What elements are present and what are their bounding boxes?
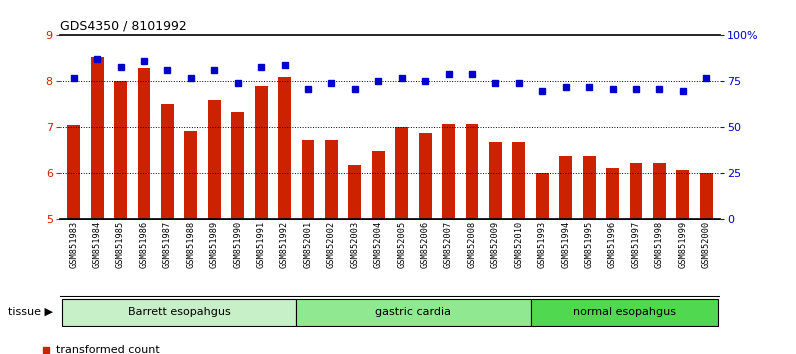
- Text: gastric cardia: gastric cardia: [376, 307, 451, 317]
- Bar: [601, 219, 624, 297]
- Bar: [419, 133, 431, 219]
- Bar: [161, 104, 174, 219]
- Bar: [114, 81, 127, 219]
- Bar: [68, 125, 80, 219]
- Text: GSM852001: GSM852001: [303, 221, 313, 268]
- Bar: [62, 219, 85, 297]
- Bar: [367, 219, 390, 297]
- Bar: [577, 219, 601, 297]
- Text: GSM851999: GSM851999: [678, 221, 688, 268]
- Text: GSM851997: GSM851997: [631, 221, 641, 268]
- Text: transformed count: transformed count: [56, 346, 159, 354]
- Text: GSM851983: GSM851983: [69, 221, 78, 268]
- Bar: [700, 173, 712, 219]
- Bar: [203, 219, 226, 297]
- Text: GSM852007: GSM852007: [444, 221, 453, 268]
- Text: GSM851998: GSM851998: [655, 221, 664, 268]
- Bar: [396, 127, 408, 219]
- Text: GSM852003: GSM852003: [350, 221, 360, 268]
- Bar: [208, 100, 220, 219]
- Bar: [325, 140, 338, 219]
- Text: GSM852006: GSM852006: [420, 221, 430, 268]
- Bar: [513, 142, 525, 219]
- Bar: [484, 219, 507, 297]
- Text: GSM851989: GSM851989: [210, 221, 219, 268]
- Bar: [255, 86, 267, 219]
- Bar: [349, 165, 361, 219]
- Bar: [249, 219, 273, 297]
- Bar: [466, 124, 478, 219]
- Text: GSM851996: GSM851996: [608, 221, 617, 268]
- Bar: [648, 219, 671, 297]
- Bar: [536, 172, 548, 219]
- Bar: [437, 219, 460, 297]
- Text: GSM852009: GSM852009: [491, 221, 500, 268]
- Bar: [185, 131, 197, 219]
- Bar: [531, 219, 554, 297]
- Text: GSM851994: GSM851994: [561, 221, 570, 268]
- Bar: [273, 219, 296, 297]
- Bar: [624, 219, 648, 297]
- Bar: [296, 219, 320, 297]
- Text: GSM851985: GSM851985: [116, 221, 125, 268]
- Bar: [583, 156, 595, 219]
- Bar: [554, 219, 577, 297]
- Bar: [85, 219, 109, 297]
- Text: GSM852005: GSM852005: [397, 221, 406, 268]
- Text: GSM852004: GSM852004: [374, 221, 383, 268]
- Bar: [489, 142, 502, 219]
- Text: GSM851995: GSM851995: [585, 221, 594, 268]
- Text: GSM852000: GSM852000: [702, 221, 711, 268]
- Bar: [653, 163, 666, 219]
- Bar: [226, 219, 249, 297]
- Text: GSM851992: GSM851992: [280, 221, 289, 268]
- Bar: [372, 152, 384, 219]
- Text: GSM851991: GSM851991: [256, 221, 266, 268]
- Bar: [138, 68, 150, 219]
- Bar: [320, 219, 343, 297]
- Text: GSM852008: GSM852008: [467, 221, 477, 268]
- Bar: [296, 299, 531, 326]
- Text: GSM851990: GSM851990: [233, 221, 242, 268]
- Bar: [671, 219, 695, 297]
- Bar: [278, 77, 291, 219]
- Bar: [607, 168, 619, 219]
- Text: Barrett esopahgus: Barrett esopahgus: [128, 307, 231, 317]
- Bar: [442, 124, 455, 219]
- Text: normal esopahgus: normal esopahgus: [573, 307, 676, 317]
- Text: GSM851988: GSM851988: [186, 221, 195, 268]
- Text: tissue ▶: tissue ▶: [8, 307, 53, 317]
- Bar: [695, 219, 718, 297]
- Bar: [413, 219, 437, 297]
- Bar: [630, 163, 642, 219]
- Bar: [343, 219, 367, 297]
- Text: GSM852010: GSM852010: [514, 221, 524, 268]
- Text: GSM851986: GSM851986: [139, 221, 149, 268]
- Text: GSM851993: GSM851993: [538, 221, 547, 268]
- Bar: [91, 57, 103, 219]
- Bar: [109, 219, 132, 297]
- Bar: [156, 219, 179, 297]
- Bar: [390, 219, 413, 297]
- Bar: [62, 299, 296, 326]
- Bar: [507, 219, 531, 297]
- Bar: [132, 219, 156, 297]
- Bar: [560, 156, 572, 219]
- Bar: [460, 219, 484, 297]
- Bar: [677, 170, 689, 219]
- Bar: [179, 219, 203, 297]
- Text: GSM851987: GSM851987: [163, 221, 172, 268]
- Bar: [232, 112, 244, 219]
- Text: GSM851984: GSM851984: [92, 221, 102, 268]
- Bar: [302, 140, 314, 219]
- Bar: [531, 299, 718, 326]
- Text: GSM852002: GSM852002: [327, 221, 336, 268]
- Text: GDS4350 / 8101992: GDS4350 / 8101992: [60, 20, 186, 33]
